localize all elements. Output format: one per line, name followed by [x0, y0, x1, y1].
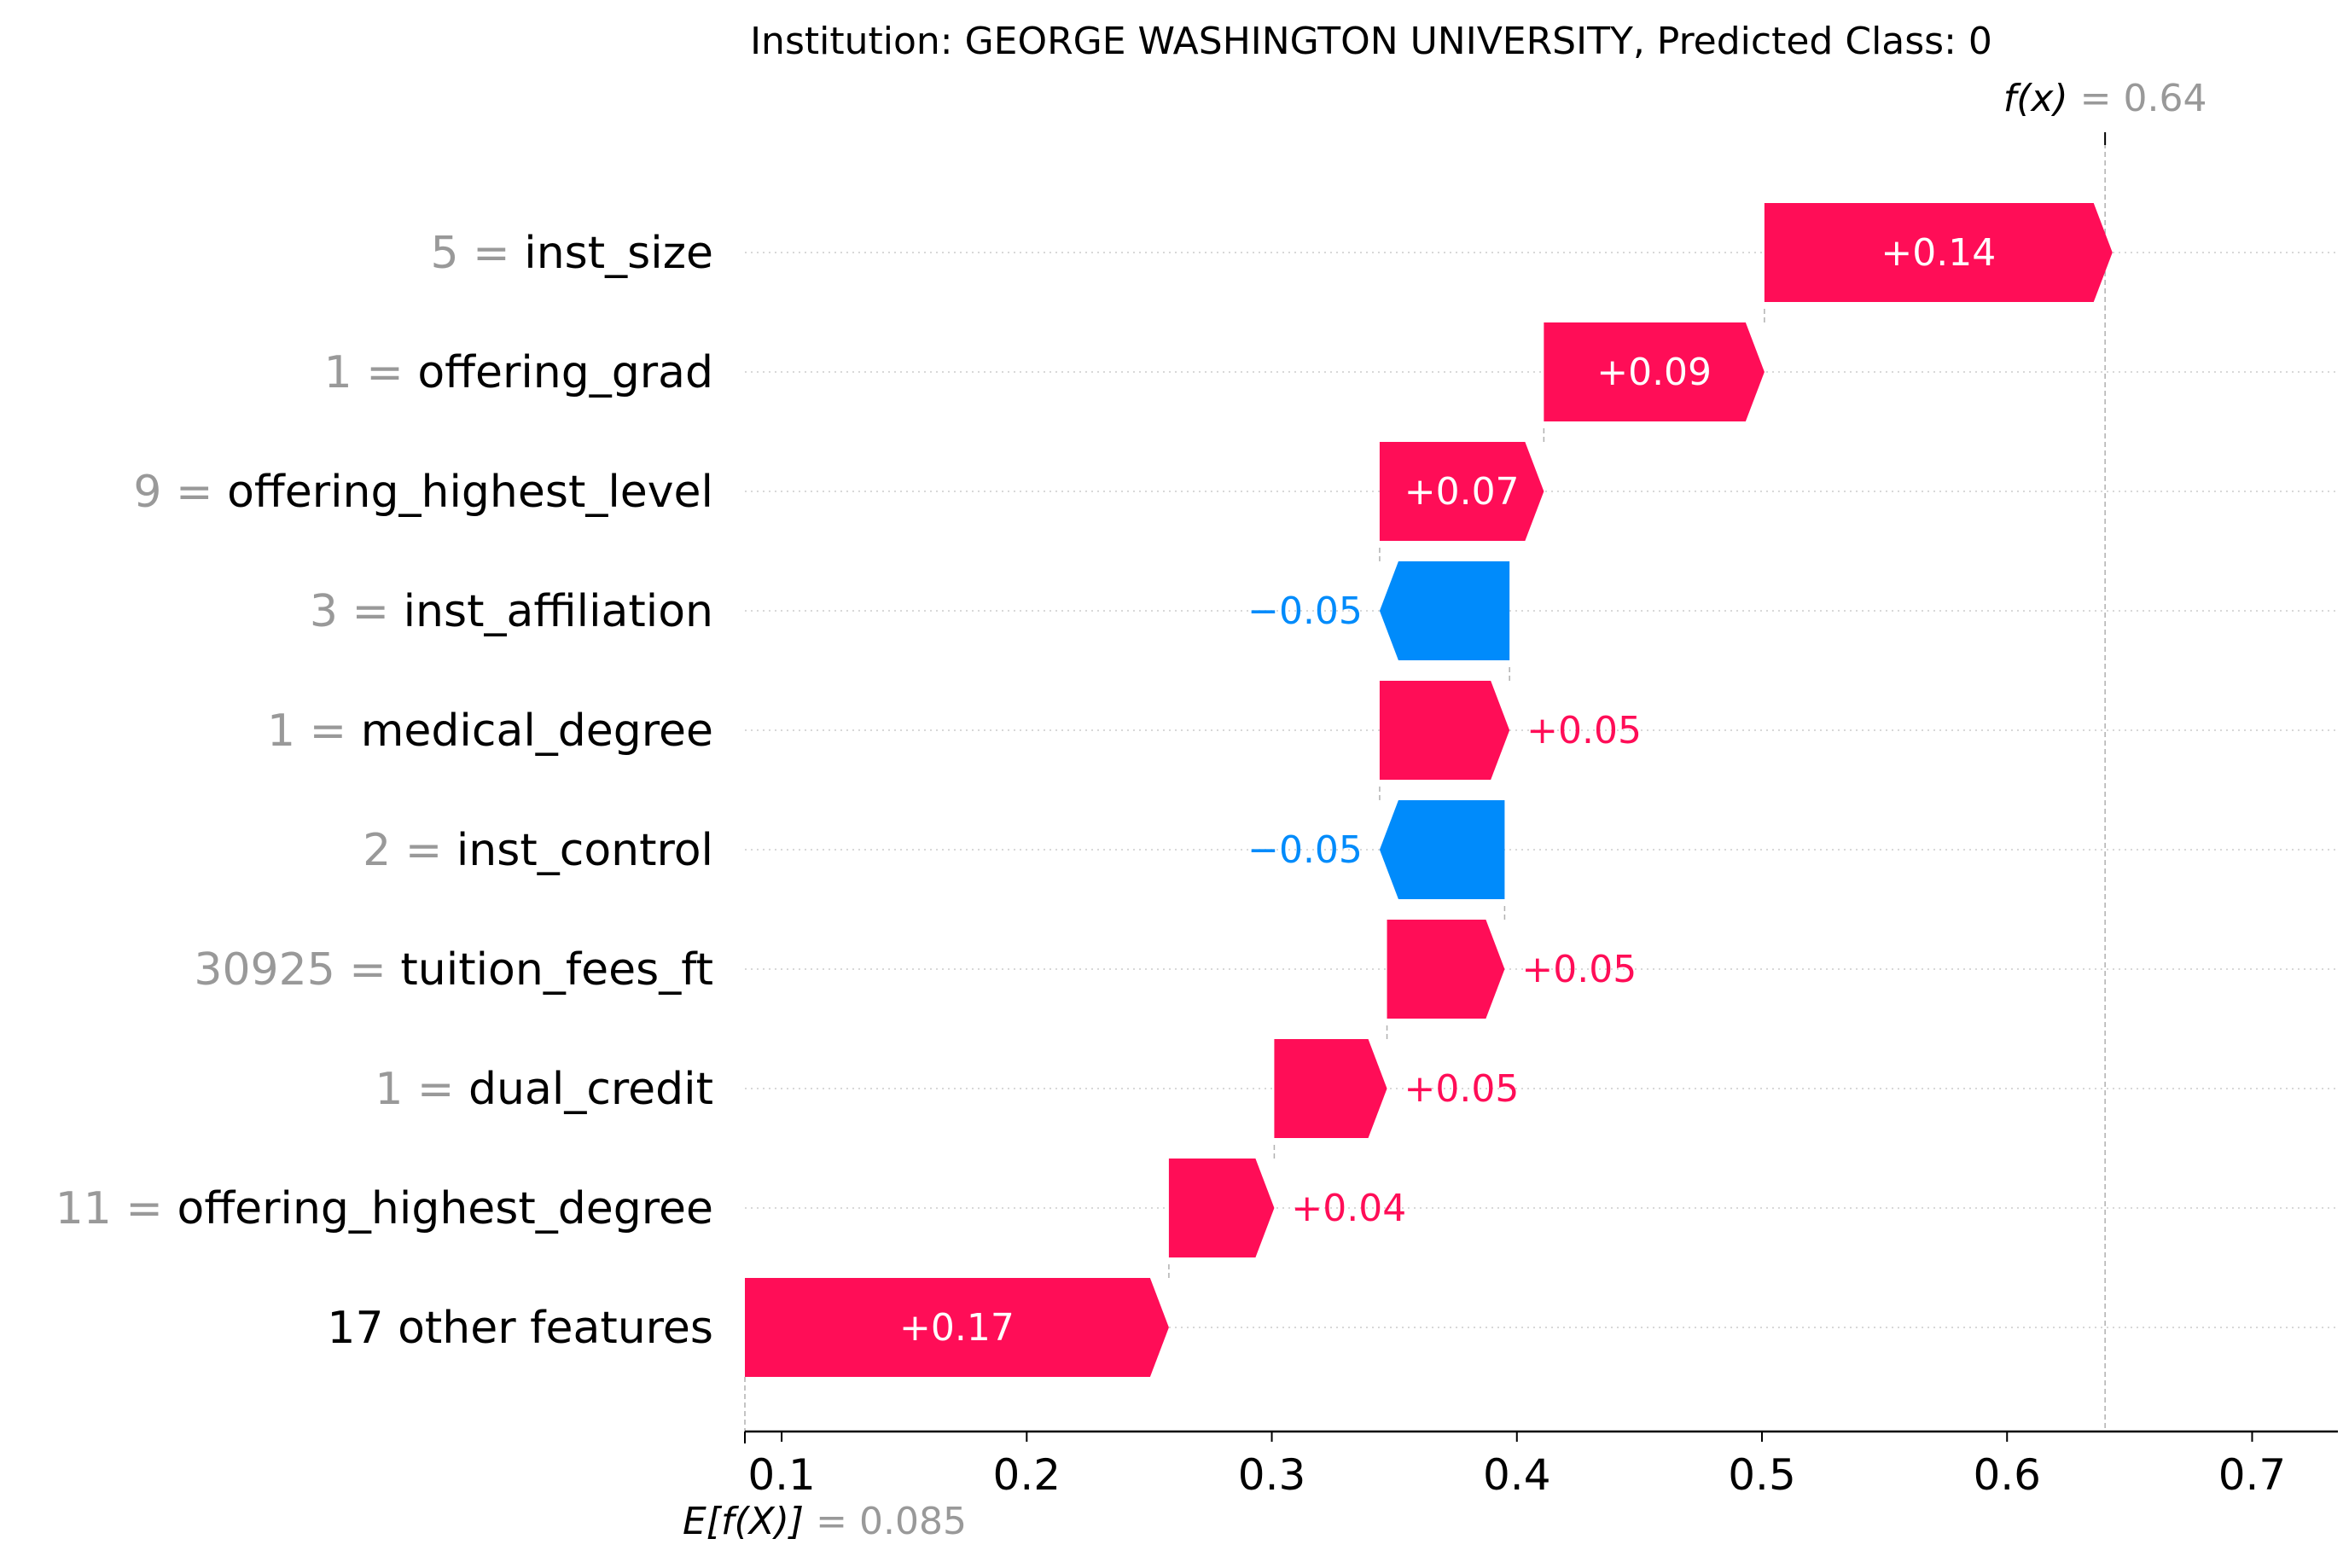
- grid-lines: [745, 252, 2338, 1328]
- feature-label: 30925 = tuition_fees_ft: [194, 944, 713, 996]
- bar-value-label: +0.09: [1596, 351, 1712, 394]
- bar-medical-degree: [1379, 681, 1510, 780]
- feature-value: 3: [310, 586, 338, 637]
- bar-inst-affiliation: [1379, 561, 1510, 660]
- bar-offering-grad: [1544, 322, 1765, 421]
- connector-lines: [744, 135, 2106, 1432]
- bar-value-label: +0.05: [1526, 709, 1642, 752]
- x-tick-label: 0.7: [2218, 1450, 2287, 1500]
- feature-value: 5: [431, 228, 459, 279]
- feature-value: 9: [133, 467, 161, 518]
- feature-label: 1 = dual_credit: [375, 1064, 713, 1115]
- bar-inst-control: [1379, 800, 1505, 899]
- feature-equals: =: [335, 944, 401, 996]
- x-tick-label: 0.4: [1483, 1450, 1551, 1500]
- fx-equals: =: [2080, 77, 2124, 120]
- feature-label: 1 = offering_grad: [324, 347, 713, 398]
- efx-equals: =: [816, 1500, 859, 1543]
- x-tick-label: 0.1: [747, 1450, 816, 1500]
- fx-label: f(x): [2003, 77, 2068, 120]
- bar-offering-highest-level: [1379, 442, 1544, 541]
- feature-name: inst_affiliation: [404, 586, 713, 637]
- feature-equals: =: [161, 467, 227, 518]
- feature-equals: =: [352, 347, 418, 398]
- efx-value: 0.085: [859, 1500, 967, 1543]
- x-tick-label: 0.5: [1728, 1450, 1796, 1500]
- bar-value-label: +0.04: [1291, 1187, 1406, 1230]
- feature-name: offering_highest_level: [227, 467, 713, 518]
- feature-label: 3 = inst_affiliation: [310, 586, 713, 637]
- feature-label: 5 = inst_size: [431, 228, 713, 279]
- bars: +0.14 +0.09 +0.07 −0.05 +0.05 −0.05 +0.05 +0.05…: [745, 203, 2113, 1377]
- bar-tuition-fees-ft: [1387, 920, 1505, 1019]
- feature-value: 11: [55, 1183, 112, 1234]
- feature-labels: 5 = inst_size 1 = offering_grad 9 = offeri…: [55, 228, 713, 1354]
- feature-label: 1 = medical_degree: [267, 706, 713, 757]
- feature-value: 2: [363, 825, 391, 876]
- feature-value: 1: [267, 706, 295, 757]
- x-tick-label: 0.2: [993, 1450, 1061, 1500]
- bar-value-label: −0.05: [1247, 589, 1363, 633]
- feature-label: 17 other features: [327, 1303, 713, 1354]
- bar-value-label: +0.14: [1881, 231, 1996, 275]
- x-tick-label: 0.3: [1238, 1450, 1306, 1500]
- feature-name: 17 other features: [327, 1303, 713, 1354]
- feature-equals: =: [403, 1064, 468, 1115]
- bar-value-label: +0.17: [899, 1306, 1015, 1350]
- feature-name: tuition_fees_ft: [400, 944, 713, 996]
- efx-annotation: E[f(X)] = 0.085: [683, 1500, 967, 1543]
- feature-equals: =: [112, 1183, 177, 1234]
- bar-17-other-features: [745, 1278, 1169, 1377]
- feature-name: inst_control: [456, 825, 713, 876]
- feature-value: 1: [324, 347, 352, 398]
- feature-equals: =: [295, 706, 361, 757]
- bar-value-label: +0.05: [1404, 1067, 1520, 1111]
- feature-label: 9 = offering_highest_level: [133, 467, 713, 518]
- feature-name: medical_degree: [361, 706, 713, 757]
- bar-value-label: +0.05: [1521, 948, 1637, 991]
- fx-value: 0.64: [2124, 77, 2207, 120]
- bar-value-label: −0.05: [1247, 828, 1363, 872]
- feature-label: 11 = offering_highest_degree: [55, 1183, 713, 1234]
- chart-title: Institution: GEORGE WASHINGTON UNIVERSIT…: [750, 20, 1992, 63]
- feature-label: 2 = inst_control: [363, 825, 713, 876]
- feature-name: offering_highest_degree: [177, 1183, 714, 1234]
- feature-name: dual_credit: [468, 1064, 713, 1115]
- bar-value-label: +0.07: [1404, 470, 1520, 514]
- x-axis: 0.1 0.2 0.3 0.4 0.5 0.6 0.7: [745, 1430, 2338, 1500]
- feature-value: 30925: [194, 944, 334, 996]
- x-tick-label: 0.6: [1973, 1450, 2041, 1500]
- feature-name: offering_grad: [417, 347, 713, 398]
- feature-name: inst_size: [524, 228, 713, 279]
- feature-equals: =: [391, 825, 456, 876]
- bar-dual-credit: [1274, 1039, 1387, 1138]
- feature-equals: =: [338, 586, 404, 637]
- efx-label: E[f(X)]: [683, 1500, 804, 1543]
- bar-offering-highest-degree: [1168, 1159, 1275, 1257]
- fx-annotation: f(x) = 0.64: [2003, 77, 2207, 120]
- bar-inst-size: [1764, 203, 2113, 302]
- feature-equals: =: [459, 228, 525, 279]
- feature-value: 1: [375, 1064, 403, 1115]
